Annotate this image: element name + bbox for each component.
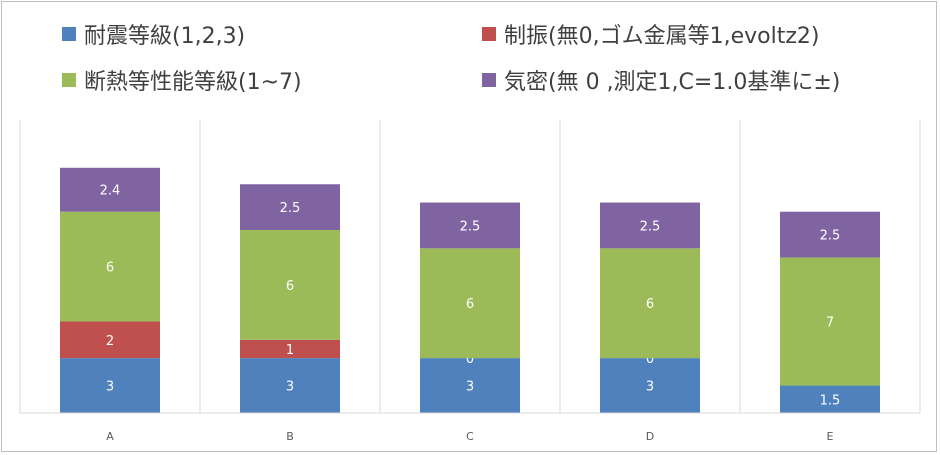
- x-tick-label-D: D: [646, 430, 654, 443]
- data-label-airtightness-A: 2.4: [100, 184, 121, 199]
- data-label-insulation-A: 6: [106, 261, 114, 276]
- data-label-seismic-C: 3: [466, 380, 474, 395]
- x-tick-label-A: A: [106, 430, 114, 443]
- legend-item-damping: 制振(無0,ゴム金属等1,evoltz2): [482, 18, 819, 50]
- bar-segment-insulation-B: [240, 230, 340, 340]
- legend-swatch-airtightness: [482, 73, 496, 87]
- legend-item-seismic: 耐震等級(1,2,3): [62, 18, 245, 50]
- data-label-seismic-A: 3: [106, 380, 114, 395]
- bar-segment-insulation-D: [600, 248, 700, 359]
- legend-swatch-insulation: [62, 73, 76, 87]
- bar-segment-seismic-C: [420, 358, 520, 413]
- bar-segment-seismic-D: [600, 358, 700, 413]
- bar-segment-airtightness-A: [60, 167, 160, 212]
- x-tick-label-E: E: [827, 430, 834, 443]
- legend-swatch-damping: [482, 27, 496, 41]
- x-tick-label-B: B: [286, 430, 294, 443]
- data-label-damping-A: 2: [106, 334, 114, 349]
- data-label-damping-D: 0: [646, 352, 654, 367]
- data-label-seismic-D: 3: [646, 380, 654, 395]
- data-label-airtightness-C: 2.5: [460, 219, 481, 234]
- data-label-insulation-D: 6: [646, 297, 654, 312]
- data-label-seismic-B: 3: [286, 380, 294, 395]
- data-label-insulation-E: 7: [826, 316, 834, 331]
- legend-label-airtightness: 気密(無 0 ,測定1,C=1.0基準に±): [504, 70, 841, 95]
- legend-label-insulation: 断熱等性能等級(1~7): [84, 70, 302, 95]
- bar-segment-airtightness-B: [240, 184, 340, 230]
- bar-segment-damping-A: [60, 321, 160, 359]
- data-label-airtightness-B: 2.5: [280, 201, 301, 216]
- legend-item-insulation: 断熱等性能等級(1~7): [62, 64, 302, 96]
- bar-segment-seismic-E: [780, 385, 880, 413]
- legend-item-airtightness: 気密(無 0 ,測定1,C=1.0基準に±): [482, 64, 840, 96]
- bar-segment-insulation-C: [420, 248, 520, 359]
- bar-segment-insulation-E: [780, 257, 880, 386]
- bar-segment-seismic-A: [60, 358, 160, 413]
- x-tick-label-C: C: [466, 430, 474, 443]
- bar-segment-airtightness-E: [780, 211, 880, 258]
- bar-segment-airtightness-C: [420, 202, 520, 249]
- data-label-damping-B: 1: [286, 343, 294, 358]
- data-label-insulation-C: 6: [466, 297, 474, 312]
- bar-segment-airtightness-D: [600, 202, 700, 249]
- bar-segment-damping-B: [240, 339, 340, 359]
- data-label-airtightness-D: 2.5: [640, 219, 661, 234]
- bar-segment-seismic-B: [240, 358, 340, 413]
- legend-swatch-seismic: [62, 27, 76, 41]
- legend-label-seismic: 耐震等級(1,2,3): [84, 24, 246, 49]
- data-label-seismic-E: 1.5: [820, 393, 841, 408]
- data-label-airtightness-E: 2.5: [820, 229, 841, 244]
- data-label-damping-C: 0: [466, 352, 474, 367]
- bar-segment-insulation-A: [60, 211, 160, 322]
- data-label-insulation-B: 6: [286, 279, 294, 294]
- legend-label-damping: 制振(無0,ゴム金属等1,evoltz2): [504, 24, 820, 49]
